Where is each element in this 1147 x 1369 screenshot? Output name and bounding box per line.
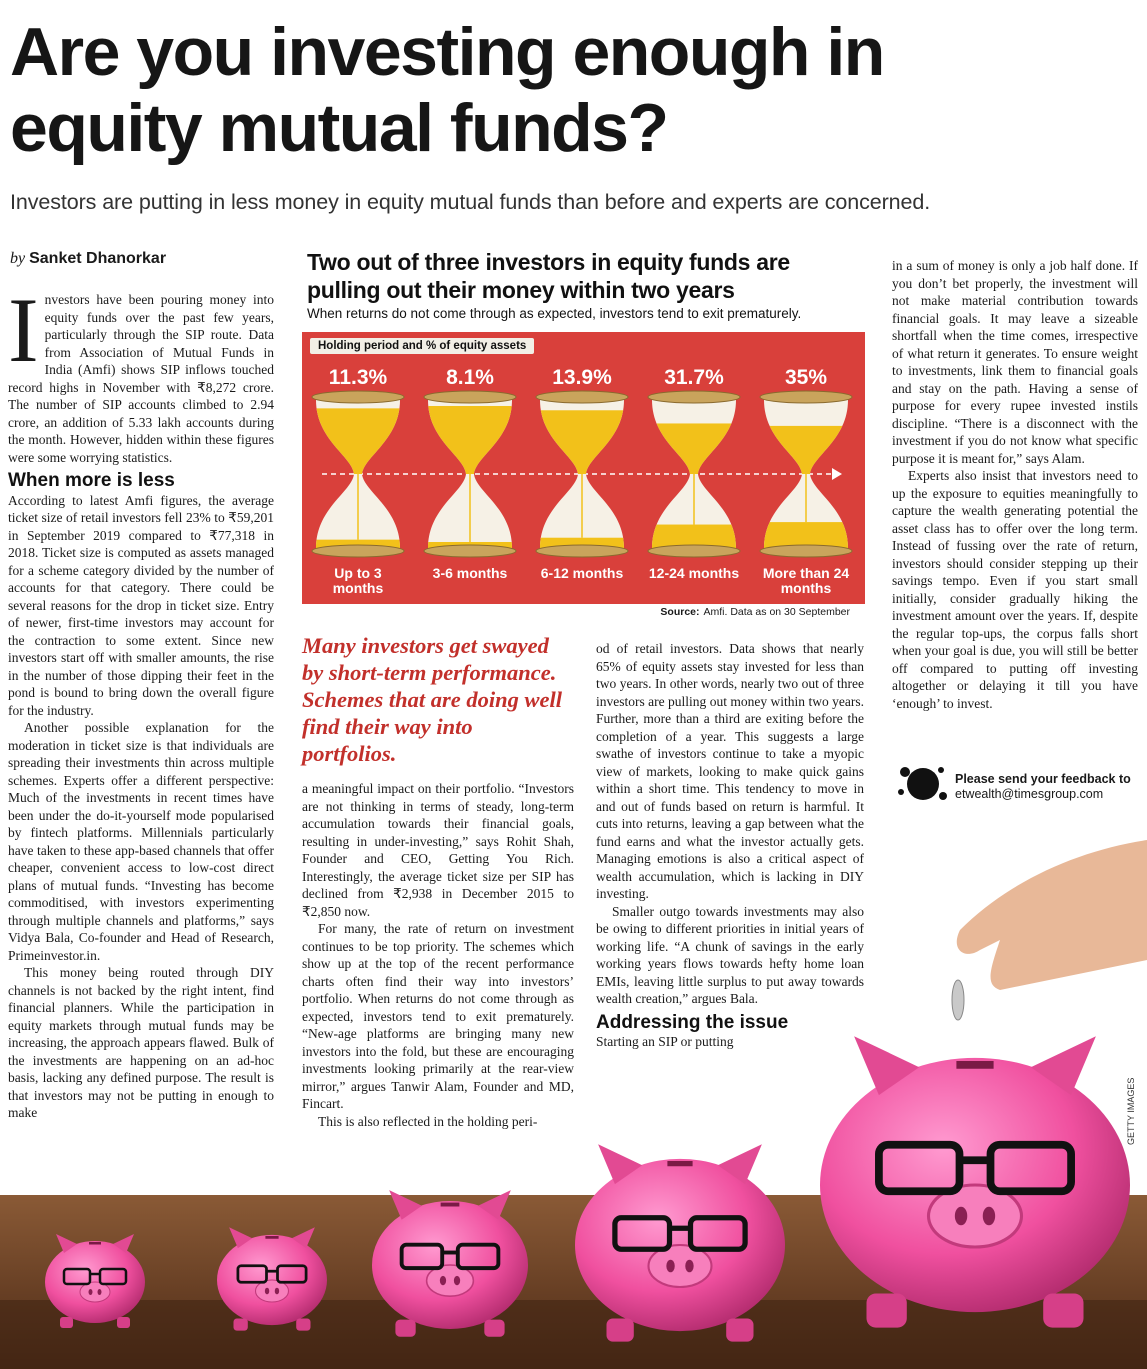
sand-bottom	[540, 537, 624, 548]
paragraph: Investors have been pouring money into e…	[8, 279, 274, 465]
value-label: 31.7%	[664, 366, 724, 389]
paragraph: in a sum of money is only a job half don…	[892, 258, 1138, 466]
frame-top	[647, 390, 741, 404]
sand-top	[540, 410, 624, 474]
hand	[956, 840, 1147, 990]
table-edge	[0, 1300, 1147, 1369]
frame-bottom	[535, 544, 629, 558]
subheading: When more is less	[8, 470, 175, 491]
paragraph: Starting an SIP or putting	[596, 1034, 734, 1049]
feedback: Please send your feedback to etwealth@tim…	[955, 772, 1131, 802]
paragraph: According to latest Amfi figures, the av…	[8, 492, 274, 718]
paragraph: Experts also insist that investors need …	[892, 468, 1138, 711]
paragraph: This is also reflected in the holding pe…	[318, 1113, 538, 1129]
category-label: 12-24 months	[648, 565, 740, 581]
paragraph: This money being routed through DIY chan…	[8, 965, 274, 1120]
byline-prefix: by	[10, 250, 26, 267]
paragraph: Smaller outgo towards investments may al…	[596, 903, 864, 1007]
column: a meaningful impact on their portfolio. …	[302, 780, 574, 1130]
frame-bottom	[423, 544, 517, 558]
sand-top	[316, 408, 400, 474]
frame-bottom	[311, 544, 405, 558]
frame-bottom	[647, 544, 741, 558]
arrow-head	[832, 468, 842, 480]
source-label: Source:	[660, 606, 700, 618]
photo-credit: GETTY IMAGES	[1126, 1077, 1136, 1145]
author: Sanket Dhanorkar	[29, 250, 167, 267]
column: in a sum of money is only a job half don…	[892, 257, 1138, 712]
category-label: More than 24 months	[762, 565, 850, 596]
source-text: Amfi. Data as on 30 September	[703, 606, 851, 618]
infographic-tag: Holding period and % of equity assets	[310, 338, 535, 354]
infographic: Holding period and % of equity assets 11…	[302, 332, 865, 604]
feedback-email[interactable]: etwealth@timesgroup.com	[955, 787, 1104, 801]
paragraph: Another possible explanation for the mod…	[8, 720, 274, 963]
frame-top	[759, 390, 853, 404]
value-label: 8.1%	[446, 366, 494, 389]
sand-top	[428, 405, 512, 474]
ink-splat-icon	[898, 767, 947, 800]
coin	[951, 979, 965, 1021]
sand-top	[652, 423, 736, 474]
source: Source: Amfi. Data as on 30 September	[600, 606, 850, 618]
headline: Are you investing enough in equity mutua…	[10, 14, 885, 166]
byline: by Sanket Dhanorkar	[10, 250, 166, 268]
paragraph: a meaningful impact on their portfolio. …	[302, 781, 574, 919]
infographic-title: Two out of three investors in equity fun…	[307, 249, 790, 303]
paragraph: For many, the rate of return on investme…	[302, 921, 574, 1111]
column: od of retail investors. Data shows that …	[596, 640, 864, 1051]
column: Investors have been pouring money into e…	[8, 279, 274, 1122]
category-label: 3-6 months	[432, 565, 508, 581]
hourglass-chart	[311, 390, 853, 558]
standfirst: Investors are putting in less money in e…	[10, 190, 931, 214]
frame-bottom	[759, 544, 853, 558]
sand-bottom	[764, 522, 848, 548]
sand-top	[764, 425, 848, 474]
value-label: 13.9%	[552, 366, 612, 389]
value-label: 11.3%	[328, 366, 388, 389]
frame-top	[311, 390, 405, 404]
category-label: Up to 3 months	[332, 565, 384, 596]
pull-quote: Many investors get swayed by short-term …	[302, 633, 563, 766]
category-label: 6-12 months	[540, 565, 624, 581]
subheading: Addressing the issue	[596, 1011, 789, 1033]
sand-bottom	[652, 524, 736, 548]
value-label: 35%	[784, 366, 828, 389]
frame-top	[535, 390, 629, 404]
paragraph: od of retail investors. Data shows that …	[596, 641, 864, 901]
feedback-text: Please send your feedback to	[955, 772, 1131, 786]
frame-top	[423, 390, 517, 404]
sand-bottom	[316, 539, 400, 548]
infographic-subtitle: When returns do not come through as expe…	[307, 306, 802, 321]
